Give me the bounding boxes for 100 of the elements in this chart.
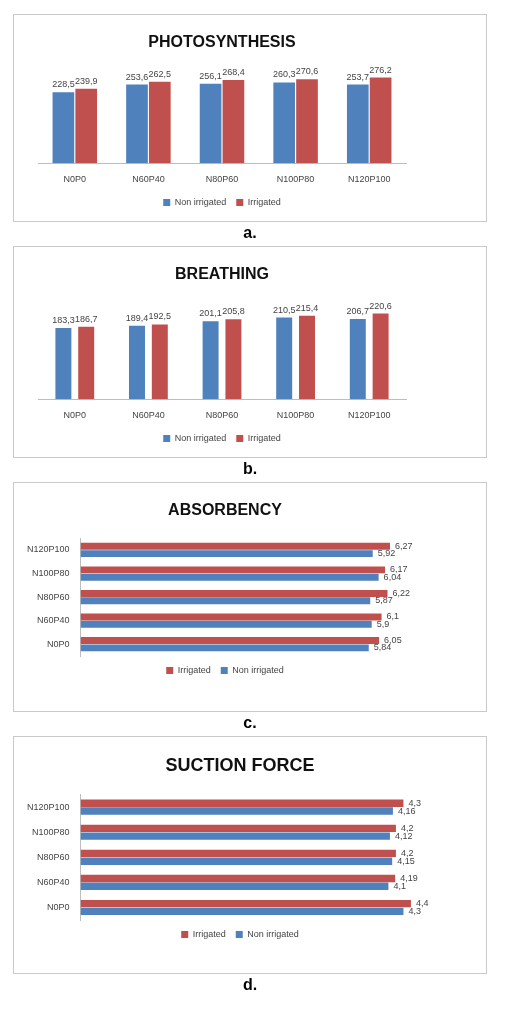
y-tick-label: N80P60 [37, 851, 70, 862]
chart-title: SUCTION FORCE [165, 754, 315, 775]
data-label: 276,2 [369, 64, 392, 75]
bar [202, 321, 219, 400]
bar [151, 324, 168, 400]
bar [80, 620, 372, 628]
bar [349, 319, 366, 400]
bar [80, 573, 379, 581]
bar [80, 644, 369, 652]
bar [296, 79, 318, 164]
data-label: 6,27 [394, 540, 413, 551]
data-label: 192,5 [148, 311, 172, 322]
bar [80, 907, 404, 916]
data-label: 270,6 [295, 66, 319, 77]
legend-label: Irrigated [247, 196, 281, 207]
data-label: 228,5 [52, 79, 75, 90]
data-label: 6,22 [392, 587, 411, 598]
data-label: 5,92 [377, 548, 396, 559]
legend-label: Irrigated [247, 432, 281, 443]
data-label: 256,1 [199, 70, 222, 81]
bar [199, 83, 222, 164]
legend-label: Irrigated [192, 928, 226, 939]
data-label: 220,6 [369, 300, 392, 311]
y-tick-label: N0P0 [47, 901, 70, 912]
x-tick-label: N100P80 [276, 410, 315, 421]
data-label: 5,87 [375, 595, 393, 606]
y-tick-label: N80P60 [37, 591, 70, 602]
data-label: 189,4 [125, 312, 149, 323]
bar [80, 857, 393, 865]
bar [273, 82, 296, 164]
data-label: 205,8 [222, 306, 245, 317]
legend-label: Non irrigated [232, 664, 284, 675]
x-tick-label: N120P100 [347, 410, 391, 421]
bar [52, 92, 75, 164]
data-label: 186,7 [74, 313, 98, 324]
data-label: 4,19 [400, 872, 418, 883]
data-label: 6,17 [390, 564, 408, 575]
legend-label: Non irrigated [174, 432, 227, 443]
chart-title: ABSORBENCY [168, 501, 283, 519]
bar [55, 328, 72, 400]
data-label: 262,5 [148, 68, 172, 79]
bar [80, 874, 396, 883]
y-tick-label: N100P80 [32, 826, 70, 837]
bar [80, 899, 411, 908]
data-label: 4,3 [408, 797, 421, 808]
bar [80, 849, 396, 858]
bar [276, 317, 293, 400]
data-label: 239,9 [74, 75, 98, 86]
bar [80, 882, 389, 890]
text: b. [241, 459, 259, 479]
bar [126, 84, 148, 164]
bar [75, 88, 98, 164]
bar [80, 824, 396, 833]
x-tick-label: N100P80 [276, 174, 315, 185]
y-tick-label: N120P100 [26, 544, 70, 555]
legend-label: Non irrigated [247, 928, 299, 939]
data-label: 268,4 [222, 66, 245, 77]
x-tick-label: N60P40 [132, 410, 165, 421]
data-label: 4,1 [393, 880, 406, 891]
y-tick-label: N60P40 [37, 876, 70, 887]
x-tick-label: N0P0 [63, 174, 87, 185]
bar [80, 550, 373, 558]
bar [225, 319, 242, 400]
chart-title: BREATHING [175, 265, 269, 283]
bar [80, 597, 371, 605]
bar [80, 637, 380, 645]
bar [80, 542, 390, 550]
bar [80, 799, 404, 807]
data-label: 253,7 [346, 71, 370, 82]
bar [299, 315, 315, 400]
y-tick-label: N60P40 [37, 615, 70, 626]
data-label: 183,3 [52, 315, 75, 326]
data-label: 201,1 [199, 308, 222, 319]
bar [80, 807, 393, 815]
data-label: 4,2 [400, 822, 414, 833]
data-label: 215,4 [295, 302, 319, 313]
bar [80, 566, 386, 574]
y-tick-label: N100P80 [32, 568, 70, 579]
bar [80, 589, 388, 597]
bar [80, 832, 390, 840]
data-label: 210,5 [272, 304, 296, 315]
y-tick-label: N0P0 [47, 638, 70, 649]
bar [148, 81, 171, 164]
chart-title: PHOTOSYNTHESIS [148, 33, 296, 51]
bar [78, 326, 95, 400]
bar [369, 77, 392, 164]
legend-label: Non irrigated [174, 196, 227, 207]
data-label: 253,6 [125, 71, 149, 82]
x-tick-label: N0P0 [63, 410, 87, 421]
bar [222, 80, 245, 164]
bar [372, 313, 389, 400]
text: d. [241, 975, 259, 995]
text: a. [242, 223, 258, 243]
x-tick-label: N60P40 [132, 174, 165, 185]
bar [346, 84, 369, 164]
x-tick-label: N80P60 [205, 174, 239, 185]
bar [129, 325, 145, 400]
x-tick-label: N80P60 [205, 410, 239, 421]
legend-label: Irrigated [177, 664, 211, 675]
y-tick-label: N120P100 [26, 801, 70, 812]
